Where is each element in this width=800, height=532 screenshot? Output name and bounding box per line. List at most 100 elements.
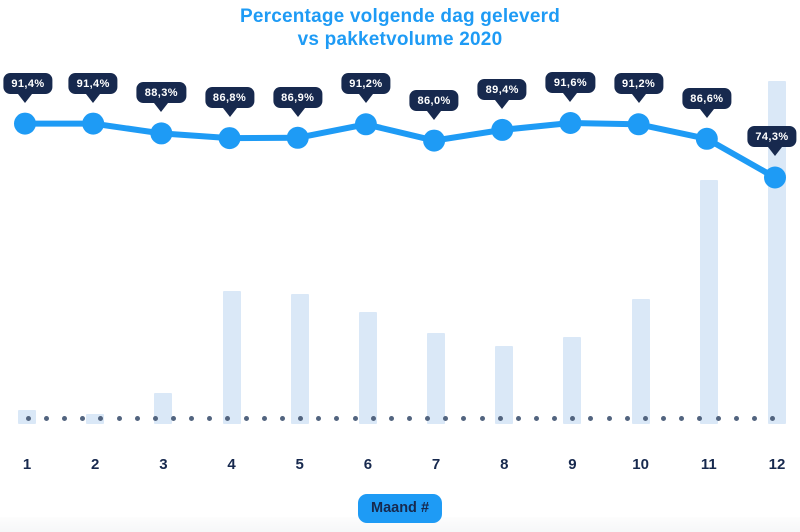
baseline-dot xyxy=(751,415,757,421)
value-badge-pointer xyxy=(427,110,442,120)
chart-title-line1: Percentage volgende dag geleverd xyxy=(239,6,560,27)
baseline-dot xyxy=(261,415,267,421)
x-axis-label: 11 xyxy=(700,456,717,473)
data-point-marker xyxy=(695,127,718,150)
value-badge-pointer xyxy=(154,103,169,113)
baseline-dot xyxy=(370,415,376,421)
baseline-dot xyxy=(80,415,86,421)
baseline-dot xyxy=(697,415,703,421)
baseline-dot xyxy=(733,415,739,421)
data-point-marker xyxy=(286,126,309,149)
value-badge: 86,9% xyxy=(273,86,323,108)
baseline-dot xyxy=(152,415,158,421)
baseline-dot xyxy=(642,415,648,421)
value-badge-pointer xyxy=(222,108,237,118)
baseline-dot xyxy=(116,415,122,421)
value-badge-pointer xyxy=(86,93,101,103)
volume-bar xyxy=(290,294,309,424)
x-axis-label: 9 xyxy=(568,456,577,473)
value-badge-pointer xyxy=(290,107,305,117)
data-point-marker xyxy=(491,118,514,141)
baseline-dot xyxy=(316,415,322,421)
x-axis-label: 8 xyxy=(500,456,509,473)
data-point-marker xyxy=(627,113,650,136)
baseline-dot xyxy=(679,415,685,421)
baseline-dot xyxy=(425,415,431,421)
baseline-dot xyxy=(189,415,195,421)
value-badge: 74,3% xyxy=(747,126,797,148)
baseline-dot xyxy=(43,415,49,421)
value-badge-pointer xyxy=(563,93,578,102)
volume-bar xyxy=(563,336,582,424)
baseline-dot xyxy=(243,415,249,421)
baseline-dot xyxy=(588,415,594,421)
baseline-dot xyxy=(443,415,449,421)
baseline-dot xyxy=(171,415,176,421)
value-badge-pointer xyxy=(631,94,646,104)
baseline-dot xyxy=(279,415,285,421)
data-point-marker xyxy=(14,112,36,135)
baseline-dot xyxy=(769,415,775,421)
value-badge: 91,6% xyxy=(545,72,596,93)
value-badge: 88,3% xyxy=(136,82,186,104)
x-axis-label: 7 xyxy=(431,456,441,473)
baseline-dot xyxy=(388,415,394,421)
baseline-dot xyxy=(497,415,503,421)
value-badge: 91,4% xyxy=(68,72,118,94)
x-axis-label: 4 xyxy=(227,456,236,473)
baseline-dot xyxy=(715,415,721,421)
x-axis-label: 2 xyxy=(91,456,100,473)
baseline-dot xyxy=(334,415,340,421)
volume-bar xyxy=(631,299,650,424)
baseline-dot xyxy=(207,415,213,421)
baseline-dot xyxy=(624,415,630,421)
data-point-marker xyxy=(559,112,582,134)
volume-bar xyxy=(427,333,446,424)
value-badge-pointer xyxy=(768,147,782,157)
x-axis-label: 10 xyxy=(632,456,649,473)
baseline-dot xyxy=(98,415,104,421)
value-badge: 86,6% xyxy=(682,87,732,109)
x-axis-label: 6 xyxy=(363,456,373,473)
baseline-dot xyxy=(225,415,231,421)
baseline-dot xyxy=(298,415,304,421)
data-point-marker xyxy=(218,127,241,150)
baseline-dot xyxy=(62,415,68,421)
baseline-dot xyxy=(661,415,667,421)
x-axis-title-pill: Maand # xyxy=(357,494,443,523)
value-badge: 91,4% xyxy=(3,72,53,94)
baseline-dot xyxy=(534,415,539,421)
chart-title: Percentage volgende dag geleverd vs pakk… xyxy=(0,5,800,51)
value-badge: 86,8% xyxy=(204,87,255,109)
data-point-marker xyxy=(150,122,173,145)
x-axis-label: 3 xyxy=(159,456,168,473)
baseline-dot xyxy=(515,415,521,421)
volume-bar xyxy=(86,414,105,424)
percentage-line xyxy=(22,120,778,181)
volume-bar xyxy=(495,346,514,424)
value-badge: 91,2% xyxy=(614,73,664,95)
data-point-marker xyxy=(82,112,105,135)
value-badge: 86,0% xyxy=(409,89,459,111)
value-badge-pointer xyxy=(495,99,510,109)
baseline-dot xyxy=(461,415,467,421)
footer-strip xyxy=(0,517,800,532)
baseline-dot xyxy=(406,415,412,421)
x-axis-label: 1 xyxy=(22,456,32,473)
value-badge: 91,2% xyxy=(341,73,391,95)
value-badge-pointer xyxy=(699,108,714,118)
volume-bar xyxy=(154,393,173,424)
baseline-dot xyxy=(25,415,31,421)
volume-bar xyxy=(358,311,377,424)
baseline-dot xyxy=(552,415,558,421)
volume-bar xyxy=(699,180,718,424)
baseline-dot xyxy=(570,415,576,421)
baseline-dot xyxy=(479,415,485,421)
volume-bar xyxy=(222,290,241,424)
x-axis-label: 5 xyxy=(295,456,304,473)
value-badge: 89,4% xyxy=(477,78,527,100)
x-axis-label: 12 xyxy=(768,456,786,473)
